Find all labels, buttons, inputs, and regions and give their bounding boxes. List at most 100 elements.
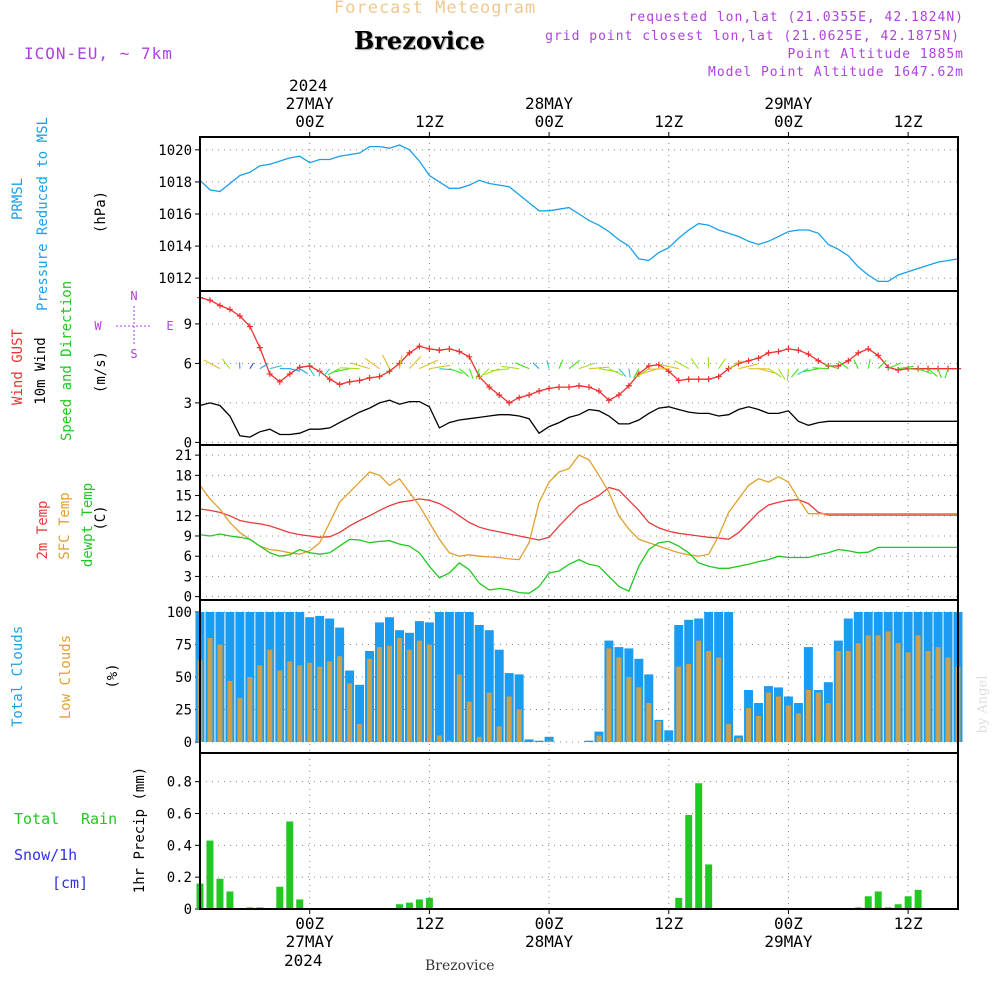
gust-line-point [416, 343, 423, 350]
low-cloud-bar [267, 649, 273, 742]
gust-line-point [855, 349, 862, 356]
gust-line-point [795, 347, 802, 354]
y-tick-label: 1012 [158, 271, 192, 287]
wind-arrow [877, 359, 887, 370]
wind-arrow [269, 365, 282, 370]
wind-arrow [449, 368, 463, 374]
low-cloud-bar [795, 713, 801, 742]
low-cloud-bar [666, 740, 672, 742]
gust-line-point [895, 366, 902, 373]
gust-line-point [336, 381, 343, 388]
gust-line-point [236, 313, 243, 320]
top-time-label: 28MAY [525, 94, 574, 113]
low-cloud-bar [546, 740, 552, 742]
gust-line-point [615, 391, 622, 398]
gust-line-point [286, 370, 293, 377]
total-cloud-bar [544, 736, 554, 742]
gust-line-point [546, 385, 553, 392]
low-cloud-bar [596, 735, 602, 742]
rain-bar [276, 886, 284, 909]
low-cloud-bar [257, 665, 263, 742]
rain-bar [864, 896, 872, 909]
low-cloud-bar [466, 701, 472, 742]
gust-line-point [925, 365, 932, 372]
chart-subtitle: Forecast Meteogram [334, 0, 537, 18]
gust-line-point [426, 345, 433, 352]
rain-bar [914, 889, 922, 909]
gust-line-point [326, 376, 333, 383]
gust-line-point [346, 378, 353, 385]
wind-arrow [568, 359, 580, 370]
gust-line-point [576, 382, 582, 389]
total-cloud-bar [225, 612, 235, 742]
panel-frame [199, 752, 959, 910]
low-cloud-bar [646, 703, 652, 742]
low-cloud-bar [686, 664, 692, 742]
gust-line-point [406, 349, 413, 356]
bottom-time-label: 00Z [774, 914, 803, 933]
gust-line-point [945, 365, 952, 372]
rain-bar [904, 896, 912, 909]
low-cloud-bar [446, 740, 452, 742]
rain-bar [395, 904, 403, 909]
gust-line-point [436, 347, 443, 354]
rain-bar [675, 897, 683, 909]
top-time-label: 00Z [295, 112, 324, 131]
low-cloud-bar [247, 677, 253, 742]
y-tick-label: 0.2 [167, 870, 192, 886]
gust-line-point [805, 351, 812, 358]
wind-arrow [738, 363, 758, 370]
gust-line-point [745, 357, 752, 364]
y-tick-label: 1014 [158, 239, 192, 255]
total-cloud-bar [494, 649, 504, 742]
gust-line-point [526, 391, 533, 398]
top-time-label: 00Z [535, 112, 564, 131]
bottom-time-label: 27MAY [286, 932, 335, 951]
y-tick-label: 50 [175, 670, 192, 686]
wind-line [199, 399, 958, 438]
gust-line-point [306, 363, 313, 370]
gust-line-point [645, 363, 652, 370]
low-cloud-bar [915, 635, 921, 742]
wind-arrow [419, 359, 439, 370]
bottom-time-label: 29MAY [764, 932, 813, 951]
wind-arrow [898, 365, 914, 370]
gust-line-point [785, 345, 792, 352]
wind-arrow [249, 362, 254, 369]
bottom-year: 2024 [284, 951, 323, 970]
low-cloud-bar [805, 690, 811, 742]
wind-arrow [690, 357, 700, 369]
gust-line-point [296, 364, 303, 371]
gust-line-point [725, 365, 732, 372]
low-cloud-bar [237, 697, 243, 742]
gust-line-point [865, 345, 872, 352]
gust-line-point [386, 368, 393, 375]
top-time-label: 27MAY [286, 94, 335, 113]
gust-line-point [775, 348, 782, 355]
low-cloud-bar [367, 658, 373, 742]
low-cloud-bar [815, 692, 821, 742]
low-cloud-bar [656, 721, 662, 742]
wind-arrow [323, 368, 331, 377]
gust-line-point [845, 357, 852, 364]
y-tick-label: 0 [184, 590, 192, 606]
precip-rain-label: Rain [81, 810, 118, 828]
y-tick-label: 9 [184, 529, 192, 545]
wind-arrow [944, 368, 949, 379]
total-cloud-bar [524, 739, 534, 742]
y-tick-label: 1020 [158, 143, 192, 159]
wind-arrow [429, 364, 451, 370]
wind-arrow [578, 362, 596, 370]
dewpt-line [199, 533, 958, 594]
total-cloud-bar [534, 740, 544, 742]
low-cloud-bar [277, 670, 283, 742]
gust-line-point [566, 384, 573, 391]
gust-line-point [356, 377, 363, 384]
wind-arrow [532, 362, 540, 370]
y-tick-label: 75 [175, 638, 192, 654]
wind-arrow [259, 363, 269, 370]
precip-total-label: Total [14, 810, 60, 828]
wind-arrow [768, 368, 782, 378]
gridpoint-coords: grid point closest lon,lat (21.0625E, 42… [545, 29, 960, 44]
